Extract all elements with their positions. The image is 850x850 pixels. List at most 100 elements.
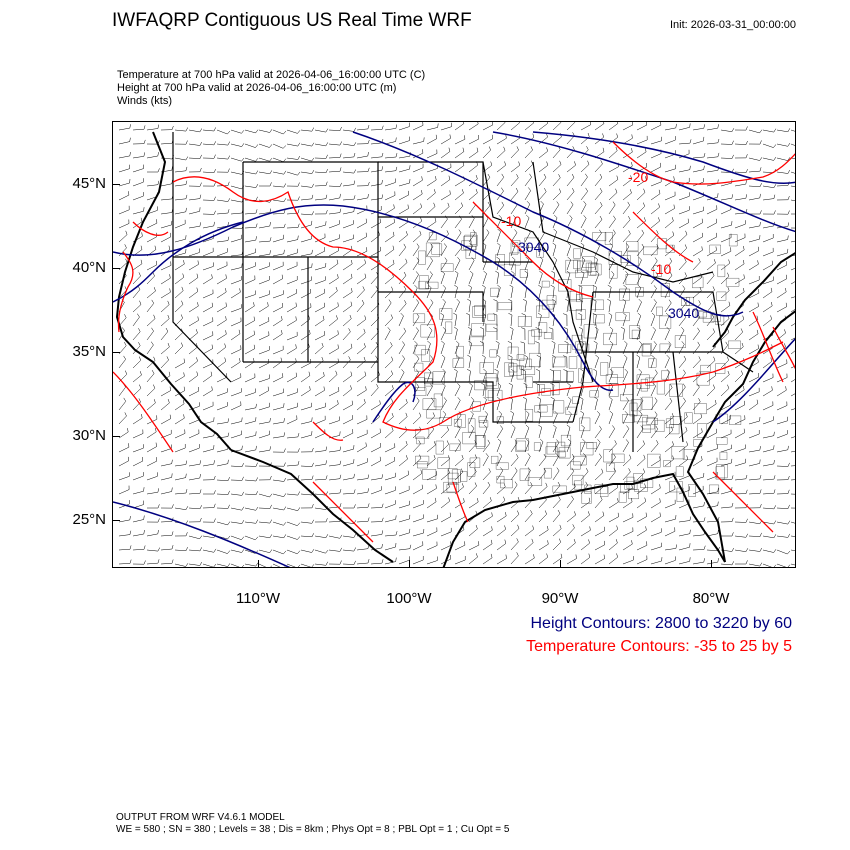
wind-barb — [258, 346, 270, 355]
wind-barb — [216, 357, 227, 369]
lat-tick — [112, 352, 120, 353]
wind-barb — [734, 140, 748, 145]
wind-barb — [314, 221, 327, 229]
wind-barb — [594, 411, 601, 425]
wind-barb — [230, 198, 245, 203]
wind-barb — [398, 231, 408, 243]
wind-barb — [776, 520, 791, 525]
wind-barb — [328, 141, 343, 146]
wind-barb — [678, 516, 692, 523]
wind-barb — [258, 386, 269, 397]
wind-barb — [720, 487, 733, 495]
wind-barb — [594, 496, 603, 509]
wind-barb — [342, 207, 355, 215]
wind-barb — [524, 173, 532, 187]
wind-barb — [328, 474, 342, 481]
wind-barb — [286, 549, 301, 555]
wind-barb — [440, 554, 452, 565]
wind-barb — [496, 146, 506, 159]
wind-barb — [398, 355, 406, 369]
wind-barb — [706, 259, 716, 271]
wind-barb — [594, 122, 605, 131]
wind-barb — [132, 328, 141, 341]
wind-barb — [566, 187, 575, 201]
wind-barb — [762, 184, 777, 188]
wind-barb — [440, 243, 447, 257]
county-outline — [642, 424, 651, 433]
wind-barb — [314, 142, 329, 147]
wind-barb — [370, 456, 381, 467]
wind-barb — [258, 317, 270, 327]
wind-barb — [118, 355, 127, 369]
county-outline — [675, 466, 684, 477]
wind-barb — [160, 343, 170, 355]
wind-barb — [734, 444, 746, 453]
wind-barb — [734, 489, 748, 495]
county-outline — [696, 372, 710, 386]
wind-barb — [566, 256, 571, 271]
wind-barb — [356, 429, 368, 439]
wind-barb — [664, 231, 675, 243]
wind-barb — [384, 153, 398, 159]
county-outline — [633, 473, 643, 484]
wind-barb — [426, 271, 433, 285]
wind-barb — [521, 327, 526, 341]
wind-barb — [216, 236, 230, 243]
wind-barb — [776, 475, 790, 481]
wind-barb — [440, 397, 447, 411]
wind-barb — [118, 219, 130, 229]
county-outline — [525, 376, 533, 388]
wind-barb — [622, 122, 634, 131]
wind-barb — [496, 425, 504, 439]
wind-barb — [776, 142, 791, 147]
wind-barb — [286, 448, 300, 453]
wind-barb — [453, 326, 458, 341]
wind-barb — [370, 194, 384, 201]
wind-barb — [748, 221, 761, 229]
wind-barb — [398, 178, 411, 187]
wind-barb — [258, 208, 272, 215]
wind-barb — [468, 242, 473, 257]
wind-barb — [734, 220, 746, 229]
wind-barb — [454, 383, 461, 397]
wind-barb — [244, 157, 259, 162]
wind-barb — [538, 424, 542, 439]
wind-barb — [482, 512, 493, 523]
wind-barb — [202, 401, 214, 411]
wind-barb — [538, 525, 549, 537]
wind-barb — [188, 194, 202, 201]
wind-barb — [522, 298, 527, 313]
wind-barb — [636, 411, 643, 425]
wind-barb — [146, 327, 154, 341]
wind-barb — [762, 301, 773, 313]
county-outline — [452, 469, 461, 483]
wind-barb — [594, 201, 603, 215]
county-outline — [552, 356, 566, 368]
wind-barb — [216, 209, 230, 215]
wind-barb — [762, 505, 776, 510]
wind-barb — [650, 528, 662, 537]
lat-label: 25°N — [72, 511, 106, 528]
wind-barb — [174, 489, 188, 495]
wind-barb — [524, 146, 533, 159]
wind-barb — [454, 298, 460, 313]
wind-barb — [664, 284, 670, 299]
county-outline — [629, 325, 640, 339]
wind-barb — [650, 177, 662, 187]
county-outline — [474, 305, 486, 316]
county-outline — [419, 275, 429, 289]
wind-barb — [734, 548, 749, 552]
wind-barb — [398, 136, 410, 145]
wind-barb — [578, 285, 583, 299]
wind-barb — [258, 262, 270, 271]
wind-barb — [650, 189, 661, 201]
wind-barb — [384, 314, 394, 327]
wind-barb — [132, 429, 144, 439]
wind-barb — [188, 460, 201, 467]
wind-barb — [650, 512, 661, 523]
wind-barb — [650, 162, 662, 173]
county-outline — [579, 285, 594, 299]
wind-barb — [118, 164, 130, 173]
wind-barb — [286, 171, 301, 176]
wind-barb — [692, 485, 704, 495]
